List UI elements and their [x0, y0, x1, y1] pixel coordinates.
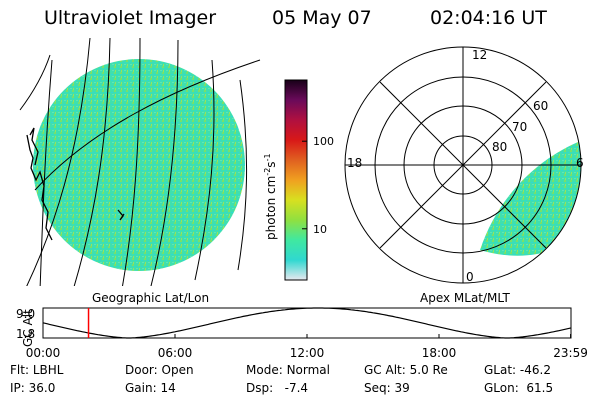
sequence-value: 39: [394, 381, 410, 395]
instrument-title: Ultraviolet Imager: [44, 7, 217, 29]
polar-map-panel: 12 18 6 0 60 70 80: [344, 46, 584, 284]
meridian-line: [73, 37, 111, 286]
geo-longitude-value: 61.5: [526, 381, 554, 395]
meridian-line: [237, 79, 248, 271]
colorbar-tick-label: 10: [313, 223, 327, 236]
mlt-label-18: 18: [347, 156, 362, 170]
gain-info: Gain: 14: [125, 381, 176, 395]
coastline: [26, 127, 125, 241]
filter-info: Flt: LBHL: [10, 363, 64, 377]
observation-time: 02:04:16 UT: [430, 7, 547, 29]
mlat-label-60: 60: [533, 99, 548, 113]
time-tick-label: 00:00: [26, 346, 61, 360]
mlt-label-6: 6: [576, 156, 584, 170]
ip-info: IP: 36.0: [10, 381, 56, 395]
meridian-line: [19, 54, 51, 111]
time-tick-label: 12:00: [290, 346, 325, 360]
altitude-axis-label: GC Alt: [21, 309, 35, 347]
time-tick-label: 23:59: [553, 346, 588, 360]
colorbar: 100 10 photon cm-2s-1: [263, 79, 334, 281]
meridian-line: [122, 37, 141, 286]
altitude-tick-top: 9.0: [16, 307, 35, 321]
colorbar-unit-label: photon cm-2s-1: [263, 153, 278, 240]
mlt-label-12: 12: [472, 48, 487, 62]
mlat-label-70: 70: [512, 120, 527, 134]
gain-value: 14: [160, 381, 176, 395]
orbit-altitude-curve: [42, 307, 572, 339]
geographic-caption: Geographic Lat/Lon: [92, 291, 209, 305]
door-value: Open: [161, 363, 194, 377]
dsp-value: -7.4: [284, 381, 309, 395]
colorbar-tick-label: 100: [313, 135, 334, 148]
observation-date: 05 May 07: [272, 7, 372, 29]
filter-value: LBHL: [32, 363, 64, 377]
sequence-info: Seq: 39: [364, 381, 410, 395]
uv-image-disk: [33, 59, 245, 271]
mlat-label-80: 80: [492, 140, 507, 154]
altitude-plot-frame: [42, 307, 572, 339]
meridian-line: [26, 37, 91, 286]
mode-info: Mode: Normal: [246, 363, 330, 377]
altitude-plot: GC Alt 9.0 1.8 00:00 06:00 12:00 18:00 23:59: [16, 307, 588, 360]
auroral-oval-image: [480, 140, 581, 256]
geographic-map-panel: [19, 37, 261, 286]
ip-value: 36.0: [28, 381, 56, 395]
mlt-diagonal: [379, 81, 547, 249]
parallel-line: [34, 59, 261, 191]
mlt-label-0: 0: [466, 270, 474, 284]
meridian-line: [150, 39, 179, 286]
dsp-info: Dsp: -7.4: [246, 381, 309, 395]
time-tick-label: 06:00: [158, 346, 193, 360]
time-tick-label: 18:00: [422, 346, 457, 360]
mode-value: Normal: [286, 363, 330, 377]
parallel-line: [39, 59, 53, 286]
gc-altitude-value: 5.0 Re: [409, 363, 448, 377]
door-info: Door: Open: [125, 363, 194, 377]
polar-caption: Apex MLat/MLT: [420, 291, 510, 305]
geo-longitude-info: GLon: 61.5: [484, 381, 554, 395]
colorbar-scale: [284, 79, 308, 281]
gc-altitude-info: GC Alt: 5.0 Re: [364, 363, 448, 377]
meridian-line: [194, 59, 215, 281]
geo-latitude-value: -46.2: [519, 363, 551, 377]
geo-latitude-info: GLat: -46.2: [484, 363, 551, 377]
altitude-tick-bottom: 1.8: [16, 327, 35, 341]
